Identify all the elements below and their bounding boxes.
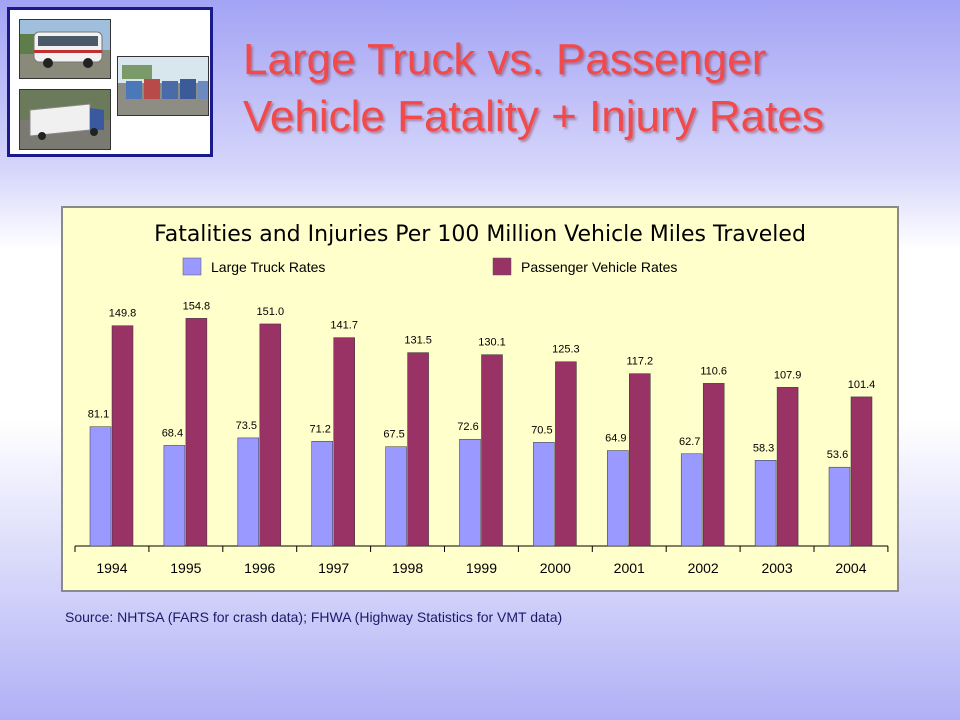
- passenger-bar-1998: [407, 352, 429, 547]
- passenger-bar-2000: [555, 361, 577, 547]
- page-title-line-1: Large Truck vs. Passenger: [243, 35, 767, 84]
- truck-value-label-1996: 73.5: [236, 420, 257, 432]
- truck-value-label-1998: 67.5: [383, 429, 404, 441]
- x-tick-label-2000: 2000: [540, 560, 571, 576]
- passenger-value-label-1995: 154.8: [183, 300, 211, 312]
- chart-title: Fatalities and Injuries Per 100 Million …: [154, 222, 806, 247]
- truck-bar-1995: [163, 445, 186, 547]
- truck-value-label-2002: 62.7: [679, 436, 700, 448]
- x-tick-label-1996: 1996: [244, 560, 275, 576]
- photo-collage: [7, 7, 213, 157]
- x-tick-label-1999: 1999: [466, 560, 497, 576]
- legend-swatch-1: [492, 257, 512, 276]
- truck-bar-2004: [828, 466, 851, 547]
- x-tick-label-1998: 1998: [392, 560, 423, 576]
- passenger-value-label-1994: 149.8: [109, 308, 137, 320]
- truck-bar-2002: [680, 453, 703, 547]
- legend-label-1: Passenger Vehicle Rates: [521, 259, 677, 275]
- x-tick-label-2003: 2003: [761, 560, 792, 576]
- passenger-bar-2004: [850, 396, 873, 547]
- truck-bar-1997: [311, 441, 333, 547]
- truck-value-label-1995: 68.4: [162, 427, 183, 439]
- truck-bar-1998: [385, 446, 407, 547]
- truck-value-label-2001: 64.9: [605, 433, 626, 445]
- x-tick-label-1995: 1995: [170, 560, 201, 576]
- passenger-value-label-1996: 151.0: [257, 306, 285, 318]
- x-tick-label-2002: 2002: [688, 560, 719, 576]
- page-title-line-2: Vehicle Fatality + Injury Rates: [243, 92, 824, 141]
- bar-chart: Fatalities and Injuries Per 100 Million …: [74, 222, 889, 576]
- passenger-value-label-2004: 101.4: [848, 379, 876, 391]
- trucks-photo: [117, 56, 209, 116]
- passenger-value-label-2001: 117.2: [626, 356, 653, 368]
- passenger-value-label-2003: 107.9: [774, 369, 802, 381]
- truck-highway-photo: [19, 89, 111, 150]
- bus-photo: [19, 19, 111, 79]
- truck-bar-1996: [237, 437, 260, 547]
- passenger-bar-1994: [111, 325, 134, 547]
- truck-value-label-2004: 53.6: [827, 449, 848, 461]
- passenger-bar-1997: [333, 337, 355, 547]
- truck-value-label-2000: 70.5: [531, 424, 552, 436]
- legend-swatch-0: [182, 257, 202, 276]
- truck-bar-2001: [607, 450, 629, 547]
- legend-label-0: Large Truck Rates: [211, 259, 325, 275]
- x-tick-label-2004: 2004: [835, 560, 866, 576]
- passenger-bar-1999: [481, 354, 503, 547]
- x-tick-label-1994: 1994: [96, 560, 127, 576]
- truck-value-label-1994: 81.1: [88, 409, 109, 421]
- truck-value-label-2003: 58.3: [753, 442, 774, 454]
- passenger-bar-2001: [629, 373, 651, 547]
- passenger-bar-1996: [259, 323, 282, 547]
- source-note: Source: NHTSA (FARS for crash data); FHW…: [65, 609, 563, 625]
- truck-value-label-1997: 71.2: [309, 423, 330, 435]
- passenger-value-label-1999: 130.1: [478, 337, 506, 349]
- truck-bar-1999: [459, 438, 481, 547]
- chart-panel: Fatalities and Injuries Per 100 Million …: [61, 206, 899, 592]
- passenger-bar-2003: [776, 387, 799, 547]
- passenger-value-label-1997: 141.7: [330, 320, 358, 332]
- passenger-bar-2002: [702, 383, 725, 547]
- truck-bar-1994: [89, 426, 112, 547]
- x-tick-label-2001: 2001: [614, 560, 645, 576]
- passenger-value-label-2002: 110.6: [700, 365, 727, 377]
- truck-bar-2000: [533, 442, 555, 547]
- x-tick-label-1997: 1997: [318, 560, 349, 576]
- passenger-value-label-2000: 125.3: [552, 344, 580, 356]
- truck-value-label-1999: 72.6: [457, 421, 478, 433]
- truck-bar-2003: [754, 460, 777, 547]
- passenger-bar-1995: [185, 318, 208, 547]
- passenger-value-label-1998: 131.5: [404, 335, 432, 347]
